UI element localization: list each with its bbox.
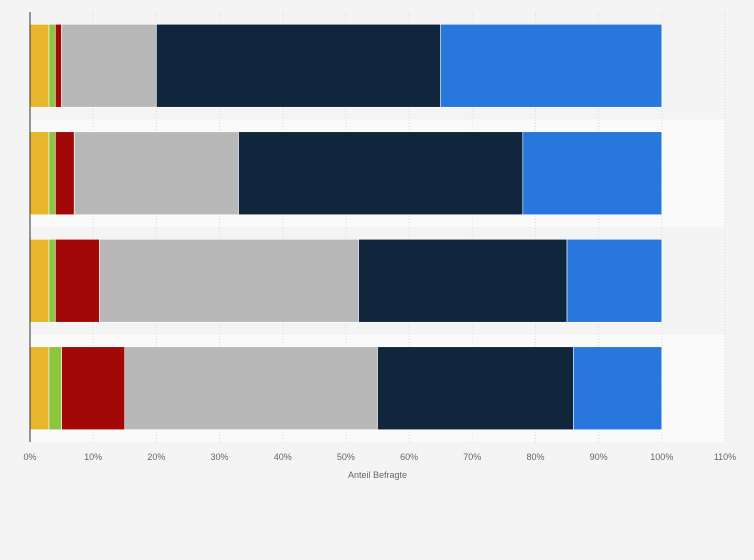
bar-segment[interactable]	[54, 23, 62, 108]
bar-segment[interactable]	[238, 131, 524, 216]
x-tick-label: 90%	[590, 452, 608, 462]
bar-segment[interactable]	[61, 23, 157, 108]
x-tick-label: 80%	[526, 452, 544, 462]
bar-segment[interactable]	[48, 23, 56, 108]
bar-segment[interactable]	[54, 238, 100, 323]
x-tick-label: 50%	[337, 452, 355, 462]
bar-segment[interactable]	[29, 346, 50, 431]
x-axis-ticks: 0% 10% 20% 30% 40% 50% 60% 70% 80% 90% 100% 110%	[23, 452, 736, 462]
bar-segment[interactable]	[377, 346, 574, 431]
x-tick-label: 0%	[23, 452, 36, 462]
bar-segment[interactable]	[156, 23, 441, 108]
bar-segment[interactable]	[29, 238, 50, 323]
bar-segment[interactable]	[61, 346, 126, 431]
bar-segment[interactable]	[440, 23, 663, 108]
bar-segment[interactable]	[54, 131, 75, 216]
x-tick-label: 30%	[211, 452, 229, 462]
bar-segment[interactable]	[99, 238, 359, 323]
bar-segment[interactable]	[73, 131, 239, 216]
bar-segment[interactable]	[566, 238, 663, 323]
bar-segment[interactable]	[124, 346, 378, 431]
bar-segment[interactable]	[48, 346, 62, 431]
bars	[29, 23, 663, 431]
x-tick-label: 70%	[463, 452, 481, 462]
bar-segment[interactable]	[358, 238, 568, 323]
bar-segment[interactable]	[48, 131, 56, 216]
bar-segment[interactable]	[48, 238, 56, 323]
x-axis-title: Anteil Befragte	[348, 470, 407, 480]
x-tick-label: 40%	[274, 452, 292, 462]
x-tick-label: 100%	[650, 452, 673, 462]
x-tick-label: 60%	[400, 452, 418, 462]
x-tick-label: 10%	[84, 452, 102, 462]
bar-segment[interactable]	[29, 131, 50, 216]
bar-segment[interactable]	[522, 131, 663, 216]
x-tick-label: 20%	[147, 452, 165, 462]
bar-segment[interactable]	[573, 346, 663, 431]
x-tick-label: 110%	[714, 452, 736, 462]
bar-segment[interactable]	[29, 23, 50, 108]
